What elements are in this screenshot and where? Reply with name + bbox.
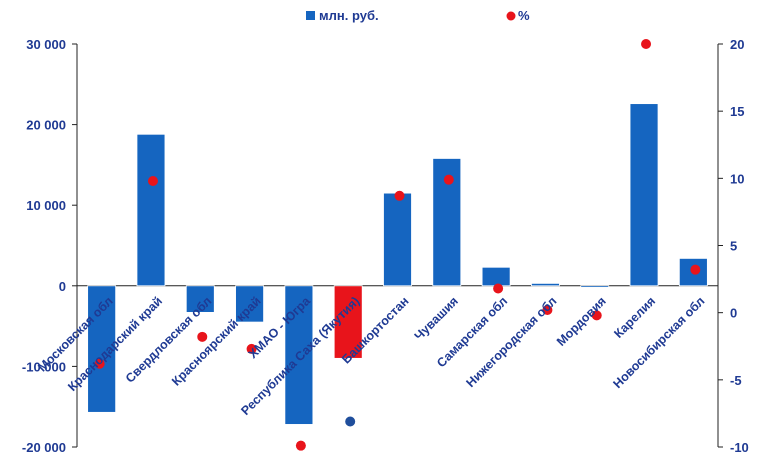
left-tick-label: 0: [59, 279, 66, 294]
bar: [629, 103, 659, 287]
bar: [333, 285, 363, 359]
bar: [481, 266, 511, 287]
right-tick-label: 0: [730, 306, 737, 321]
legend-bar-swatch: [306, 11, 315, 20]
bars: [87, 103, 708, 425]
percent-point: [394, 190, 405, 201]
right-tick-label: 20: [730, 37, 744, 52]
percent-point: [197, 331, 208, 342]
right-tick-label: 10: [730, 171, 744, 186]
bar: [136, 133, 166, 287]
bar: [531, 282, 560, 287]
percent-point: [591, 310, 602, 321]
bar: [185, 285, 215, 313]
bar: [580, 285, 610, 288]
left-tick-label: -10 000: [22, 359, 66, 374]
percent-point: [641, 39, 652, 49]
right-tick-label: 15: [730, 104, 744, 119]
legend-bar-label: млн. руб.: [319, 8, 379, 23]
percent-point: [345, 416, 356, 427]
right-tick-label: -5: [730, 373, 742, 388]
percent-point: [542, 304, 553, 315]
category-label: Карелия: [611, 294, 658, 341]
percent-point: [443, 174, 454, 185]
bar: [87, 285, 117, 413]
percent-point: [94, 358, 105, 369]
percent-point: [246, 343, 257, 354]
axes: -20 000 -10 000 0 10 000 20 000 30 000 -10 -5 0 5…: [22, 37, 749, 453]
percent-point: [493, 283, 504, 294]
left-tick-label: 10 000: [26, 198, 66, 213]
bar: [383, 192, 412, 287]
category-label: Новосибирская обл: [610, 294, 707, 391]
points: [94, 39, 701, 451]
category-label: Красноярский край: [169, 294, 264, 389]
right-tick-label: 5: [730, 239, 737, 254]
legend: млн. руб. %: [306, 8, 530, 23]
percent-point: [690, 264, 701, 275]
left-tick-label: 30 000: [26, 37, 66, 52]
left-tick-label: -20 000: [22, 440, 66, 453]
percent-point: [295, 440, 306, 451]
category-label: Мордовия: [554, 294, 609, 349]
right-tick-label: -10: [730, 440, 749, 453]
left-tick-label: 20 000: [26, 118, 66, 133]
percent-point: [147, 176, 158, 187]
bar: [235, 285, 264, 323]
legend-point-swatch: [506, 11, 516, 21]
category-label: Нижегородская обл: [463, 294, 559, 390]
bar: [284, 285, 314, 425]
legend-point-label: %: [518, 8, 530, 23]
category-label: Чувашия: [412, 294, 461, 343]
